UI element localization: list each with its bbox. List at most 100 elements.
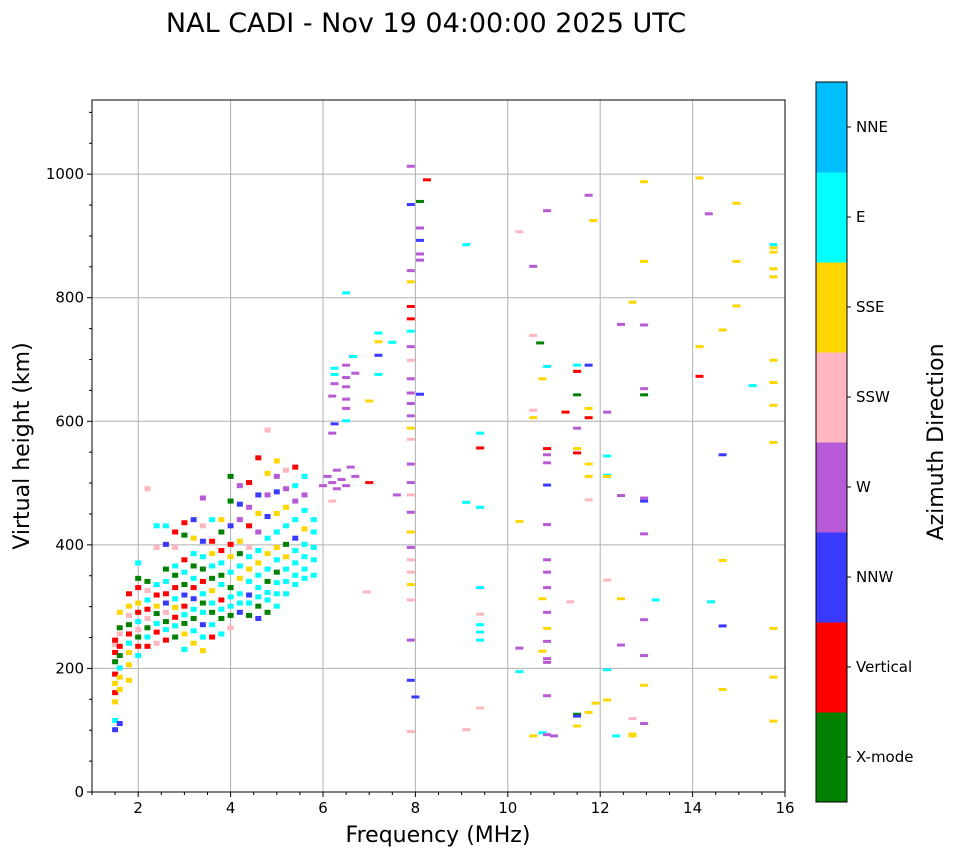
data-point-e [116, 665, 123, 671]
data-point-sse [640, 683, 649, 687]
data-point-e [476, 431, 485, 435]
data-point-nnw [416, 392, 425, 396]
data-point-e [162, 578, 169, 584]
data-point-vertical [125, 631, 132, 637]
data-point-e [255, 585, 262, 591]
data-point-ssw [628, 717, 637, 721]
data-point-w [640, 654, 649, 658]
data-point-e [172, 623, 179, 629]
data-point-e [209, 517, 216, 523]
data-point-w [543, 453, 552, 457]
data-point-w [616, 494, 625, 498]
data-point-w [342, 376, 351, 380]
data-point-ssw [116, 631, 123, 637]
data-point-w [301, 492, 308, 498]
data-point-nnw [190, 596, 197, 602]
data-point-e [573, 363, 582, 367]
data-point-nnw [255, 616, 262, 621]
data-point-e [301, 541, 308, 547]
data-point-e [612, 734, 621, 738]
data-point-e [273, 529, 280, 535]
data-point-e [301, 554, 308, 560]
data-point-sse [529, 734, 538, 738]
data-point-w [406, 481, 415, 485]
data-point-w [323, 474, 332, 478]
data-point-w [640, 532, 649, 536]
data-point-x-mode [246, 612, 253, 618]
data-point-ssw [406, 730, 415, 734]
data-point-sse [236, 538, 243, 544]
data-point-x-mode [153, 611, 160, 617]
data-point-e [769, 243, 778, 247]
data-point-ssw [515, 230, 524, 234]
colorbar-frame [815, 81, 848, 803]
data-point-sse [406, 530, 415, 534]
data-point-e [125, 640, 132, 646]
data-point-vertical [162, 637, 169, 643]
data-point-sse [628, 734, 637, 738]
data-point-w [406, 638, 415, 642]
data-point-vertical [218, 597, 225, 603]
data-point-x-mode [218, 572, 225, 578]
data-point-x-mode [172, 572, 179, 578]
data-point-e [135, 653, 142, 659]
data-point-w [346, 465, 355, 469]
data-point-w [406, 377, 415, 381]
data-point-x-mode [116, 653, 123, 659]
data-point-vertical [584, 416, 593, 420]
data-point-ssw [144, 616, 151, 621]
data-point-nnw [190, 517, 197, 523]
y-tick-label: 0 [74, 783, 84, 801]
data-point-vertical [153, 629, 160, 635]
data-point-e [283, 578, 290, 584]
data-point-e [246, 554, 253, 560]
data-point-nnw [181, 592, 188, 598]
data-point-sse [769, 246, 778, 250]
data-point-vertical [135, 585, 142, 591]
y-tick-label: 200 [55, 659, 84, 677]
data-point-ssw [462, 728, 471, 732]
data-point-vertical [162, 591, 169, 597]
data-point-e [292, 582, 299, 588]
data-point-w [543, 570, 552, 574]
data-point-w [328, 431, 337, 435]
colorbar-tick-label: SSE [856, 298, 885, 316]
data-point-w [337, 477, 346, 481]
data-point-sse [283, 554, 290, 560]
data-point-x-mode [416, 199, 425, 203]
data-point-vertical [543, 447, 552, 451]
data-point-e [209, 600, 216, 606]
data-point-x-mode [199, 600, 206, 606]
data-point-w [640, 387, 649, 391]
data-point-x-mode [199, 566, 206, 572]
data-point-e [349, 355, 358, 359]
data-point-e [462, 500, 471, 504]
data-point-x-mode [162, 619, 169, 625]
data-point-sse [218, 517, 225, 523]
data-point-e [218, 631, 225, 637]
data-point-nnw [292, 535, 299, 541]
data-point-e [135, 619, 142, 625]
data-point-e [292, 548, 299, 554]
data-point-ssw [406, 558, 415, 562]
data-point-sse [538, 377, 547, 381]
data-point-x-mode [640, 393, 649, 397]
data-point-x-mode [116, 625, 123, 631]
colorbar-tick-label: NNW [856, 568, 893, 586]
data-point-nnw [227, 523, 234, 529]
data-point-ssw [246, 544, 253, 550]
data-point-w [584, 193, 593, 197]
data-point-e [255, 594, 262, 600]
data-point-nnw [112, 727, 119, 733]
data-point-sse [255, 510, 262, 516]
data-point-sse [584, 406, 593, 410]
data-point-w [406, 545, 415, 549]
data-point-sse [246, 566, 253, 572]
data-point-vertical [181, 557, 188, 563]
data-point-vertical [365, 481, 374, 485]
x-tick-label: 6 [318, 799, 328, 817]
data-point-e [246, 578, 253, 584]
data-point-sse [543, 626, 552, 630]
data-point-e [181, 569, 188, 575]
data-point-sse [273, 510, 280, 516]
